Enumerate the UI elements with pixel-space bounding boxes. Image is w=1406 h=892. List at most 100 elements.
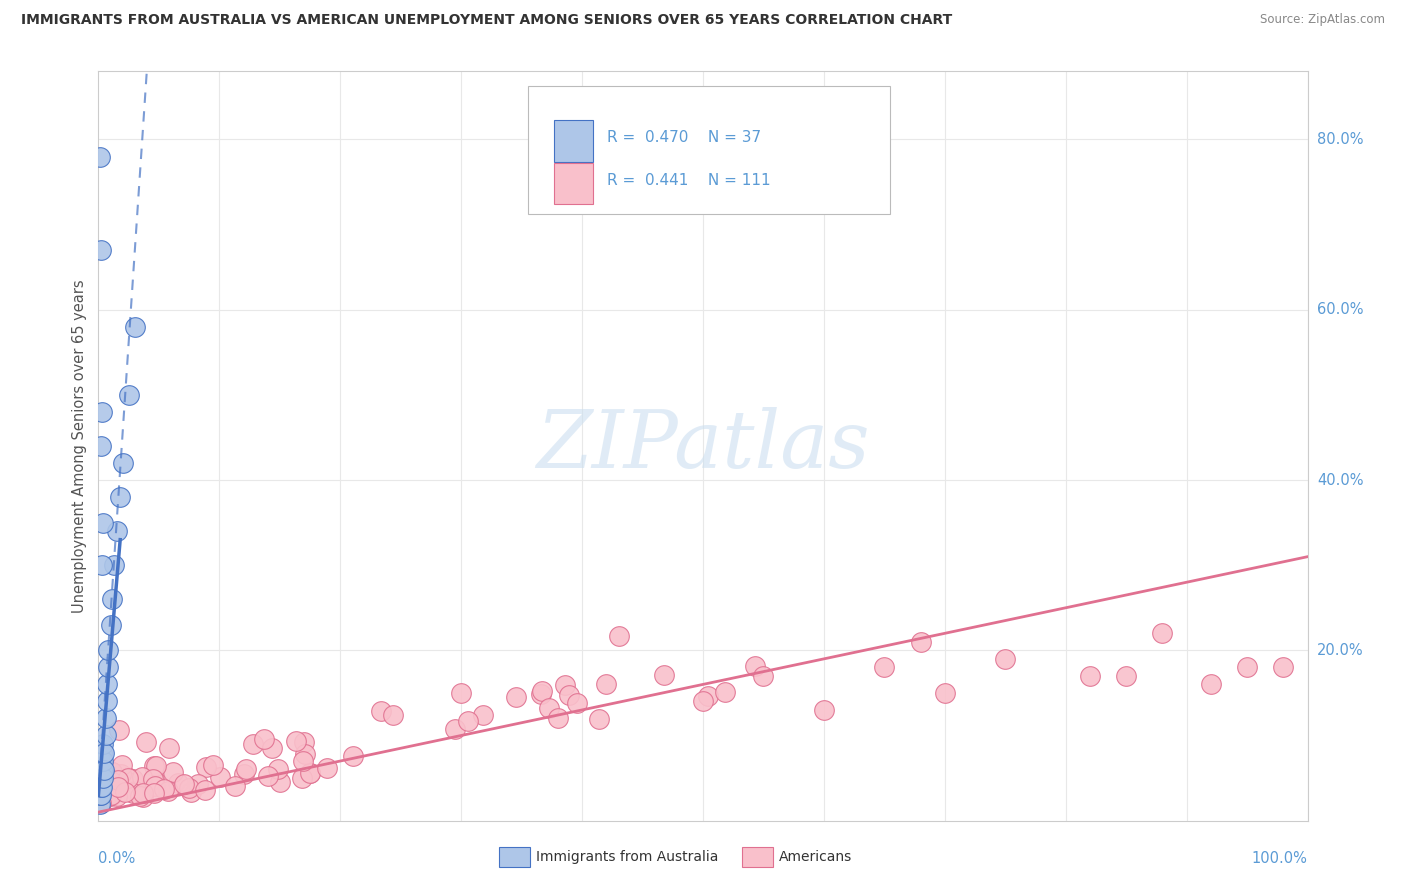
Point: [173, 777, 195, 791]
Point: [162, 765, 184, 780]
Point: [1152, 626, 1174, 640]
Point: [108, 777, 131, 791]
Point: [91, 792, 114, 806]
Point: [1115, 669, 1137, 683]
Point: [457, 714, 479, 729]
Point: [108, 490, 131, 504]
Text: Source: ZipAtlas.com: Source: ZipAtlas.com: [1260, 13, 1385, 27]
Point: [298, 765, 321, 780]
Point: [370, 704, 392, 718]
Point: [97, 780, 120, 794]
Point: [652, 667, 675, 681]
FancyBboxPatch shape: [527, 87, 890, 214]
Point: [91, 405, 114, 419]
Point: [90, 796, 112, 810]
Point: [100, 765, 122, 780]
Point: [291, 771, 314, 785]
Point: [115, 774, 138, 789]
Point: [267, 762, 290, 776]
Point: [107, 773, 129, 788]
Point: [94, 711, 117, 725]
Point: [873, 660, 896, 674]
Point: [105, 524, 128, 538]
Point: [537, 701, 560, 715]
Point: [105, 789, 128, 804]
Point: [1272, 660, 1295, 674]
Text: ZIPatlas: ZIPatlas: [536, 408, 870, 484]
Text: 60.0%: 60.0%: [1317, 302, 1364, 318]
Point: [131, 770, 153, 784]
Point: [530, 683, 553, 698]
Point: [96, 694, 118, 708]
Point: [98, 764, 121, 778]
Point: [232, 767, 254, 781]
Point: [89, 788, 111, 802]
Point: [450, 686, 472, 700]
Point: [143, 758, 166, 772]
Point: [744, 659, 766, 673]
Point: [89, 763, 111, 777]
Point: [752, 669, 775, 683]
Point: [257, 769, 280, 783]
Point: [697, 689, 720, 703]
Point: [110, 783, 132, 797]
Point: [692, 694, 714, 708]
Point: [294, 747, 316, 761]
Point: [910, 635, 932, 649]
Text: 0.0%: 0.0%: [98, 851, 135, 865]
Point: [89, 793, 111, 807]
Point: [89, 797, 111, 811]
Point: [90, 789, 112, 804]
Point: [145, 758, 167, 772]
Point: [194, 783, 217, 797]
Point: [595, 677, 617, 691]
Point: [100, 789, 122, 803]
Point: [96, 789, 118, 803]
Y-axis label: Unemployment Among Seniors over 65 years: Unemployment Among Seniors over 65 years: [72, 279, 87, 613]
Point: [242, 737, 264, 751]
Point: [100, 788, 122, 802]
Point: [93, 772, 115, 786]
Point: [260, 740, 283, 755]
Point: [108, 723, 131, 737]
Point: [91, 763, 114, 777]
Point: [89, 771, 111, 785]
Point: [107, 780, 129, 795]
Point: [157, 740, 180, 755]
Point: [505, 690, 527, 705]
Text: IMMIGRANTS FROM AUSTRALIA VS AMERICAN UNEMPLOYMENT AMONG SENIORS OVER 65 YEARS C: IMMIGRANTS FROM AUSTRALIA VS AMERICAN UN…: [21, 13, 952, 28]
Point: [1199, 677, 1222, 691]
Point: [97, 776, 120, 790]
Point: [299, 765, 322, 780]
Point: [565, 696, 588, 710]
Point: [547, 711, 569, 725]
Point: [91, 780, 114, 794]
Point: [530, 688, 553, 702]
Point: [208, 771, 231, 785]
Point: [101, 764, 124, 779]
Point: [253, 732, 276, 747]
Point: [100, 592, 122, 607]
Point: [167, 776, 190, 790]
Point: [153, 781, 176, 796]
Bar: [554, 163, 593, 204]
Point: [714, 685, 737, 699]
Text: R =  0.441    N = 111: R = 0.441 N = 111: [607, 172, 770, 187]
Point: [934, 686, 956, 700]
Point: [291, 754, 314, 768]
Point: [122, 786, 145, 800]
Point: [557, 688, 579, 702]
Point: [91, 746, 114, 760]
Point: [100, 778, 122, 792]
Point: [90, 796, 112, 810]
Text: R =  0.470    N = 37: R = 0.470 N = 37: [607, 130, 762, 145]
Point: [91, 516, 114, 530]
Point: [813, 703, 835, 717]
Point: [90, 754, 112, 768]
Point: [89, 149, 111, 163]
Point: [101, 776, 124, 790]
Point: [110, 767, 132, 781]
Point: [100, 617, 122, 632]
Point: [93, 746, 115, 760]
Point: [128, 789, 150, 803]
